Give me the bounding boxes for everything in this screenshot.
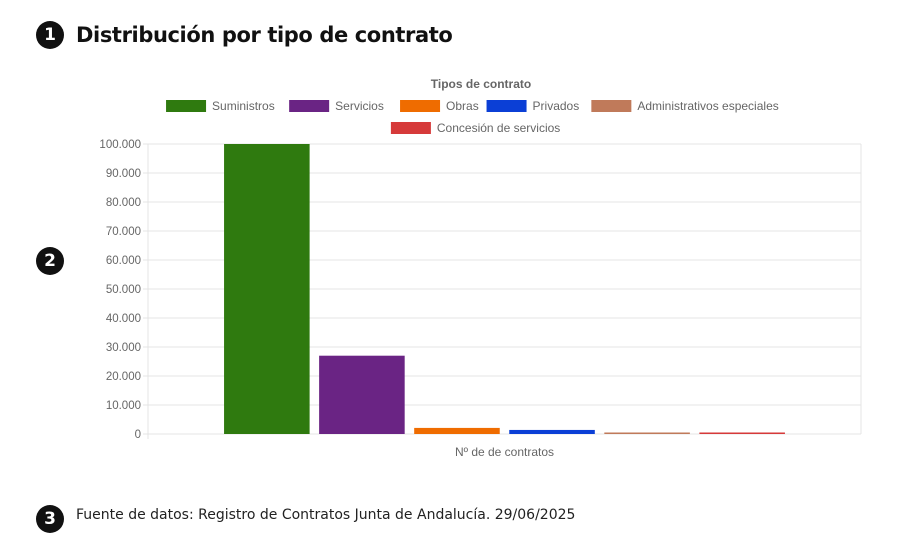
section-marker-1: 1 [36,21,64,49]
bar-privados [509,429,595,434]
legend-label: Privados [533,99,580,113]
y-tick-label: 20.000 [106,371,141,383]
y-tick-label: 100.000 [99,139,141,151]
y-tick-label: 60.000 [106,255,141,267]
y-tick-label: 90.000 [106,168,141,180]
legend-item: Obras [400,99,479,113]
legend-swatch [591,100,632,112]
bar-administrativos-especiales [604,432,690,434]
legend-title: Tipos de contrato [431,77,531,91]
y-tick-label: 10.000 [106,400,141,412]
bar-obras [414,427,500,434]
section-title: Distribución por tipo de contrato [76,23,453,47]
legend-label: Concesión de servicios [437,121,560,135]
legend-swatch [400,100,441,112]
legend-item: Administrativos especiales [591,99,779,113]
chart-legend: Tipos de contrato Suministros Servicios Obr… [166,77,779,135]
y-tick-label: 0 [135,429,141,441]
bar-suministros [224,144,310,434]
bar-servicios [319,355,405,434]
y-axis: 0 10.000 20.000 30.000 40.000 50.000 60.000 70.… [99,139,141,441]
legend-item: Concesión de servicios [390,121,560,135]
legend-item: Suministros [166,99,275,113]
y-tick-label: 30.000 [106,342,141,354]
legend-swatch [166,100,207,112]
y-tick-label: 70.000 [106,226,141,238]
legend-label: Obras [446,99,479,113]
legend-item: Privados [486,99,580,113]
legend-label: Suministros [212,99,275,113]
legend-swatch [390,122,431,134]
legend-label: Servicios [335,99,384,113]
chart-bars [224,144,785,434]
bar-chart: Tipos de contrato Suministros Servicios Obr… [99,77,862,459]
y-tick-label: 50.000 [106,284,141,296]
x-axis-label: Nº de de contratos [455,445,554,459]
legend-swatch [486,100,527,112]
section-marker-2: 2 [36,247,64,275]
legend-swatch [289,100,330,112]
y-tick-label: 40.000 [106,313,141,325]
section-marker-3: 3 [36,505,64,533]
legend-label: Administrativos especiales [637,99,778,113]
bar-concesión-de-servicios [699,432,785,434]
legend-item: Servicios [289,99,384,113]
y-tick-label: 80.000 [106,197,141,209]
x-axis: Nº de de contratos [455,445,554,459]
data-source-note: Fuente de datos: Registro de Contratos J… [76,507,576,523]
